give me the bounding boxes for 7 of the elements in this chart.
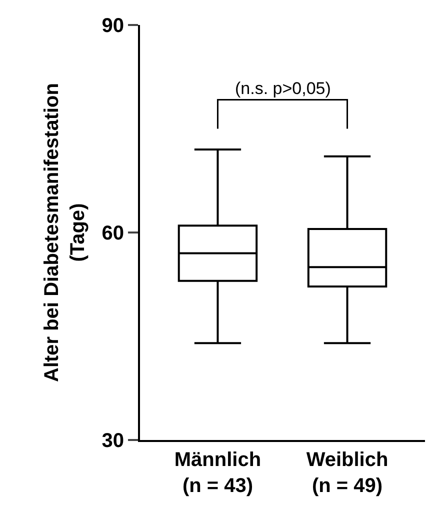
y-tick-label: 60 [102,222,124,244]
y-tick-label: 90 [102,15,124,37]
annotation: (n.s. p>0,05) [235,79,331,98]
x-tick-label: Männlich (n = 43) [174,449,262,497]
y-axis-title: Alter bei Diabetesmanifestation (Tage) [40,83,89,382]
x-tick-label: Weiblich (n = 49) [306,449,388,497]
y-tick-label: 30 [102,430,124,452]
